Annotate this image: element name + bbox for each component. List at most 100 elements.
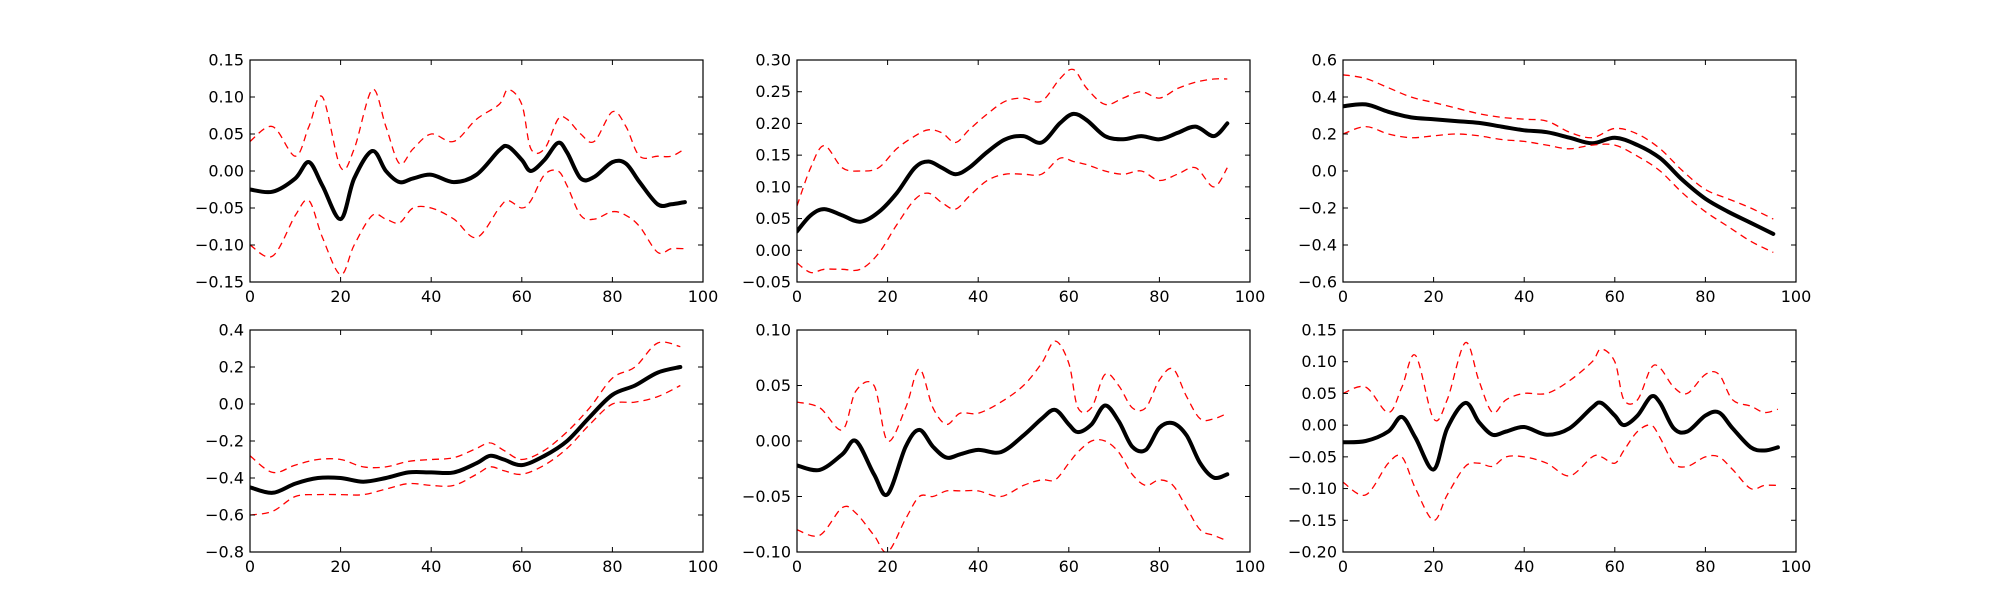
- x-tick-label: 40: [968, 557, 988, 576]
- upper-bound-line: [1343, 342, 1779, 422]
- x-tick-label: 20: [877, 557, 897, 576]
- x-tick-label: 0: [1338, 287, 1348, 306]
- x-tick-label: 20: [1423, 557, 1443, 576]
- upper-bound-line: [797, 68, 1228, 207]
- y-tick-label: −0.6: [205, 506, 244, 525]
- x-tick-label: 0: [245, 557, 255, 576]
- mean-line: [250, 365, 683, 495]
- x-tick-label: 0: [245, 287, 255, 306]
- y-tick-label: 0.4: [1312, 88, 1337, 107]
- chart-panel-2: 0 20 40 60 80 100 −0.05 0.00 0.05 0.10 0.15 0.20 0.2…: [742, 51, 1265, 307]
- y-tick-label: −0.2: [1298, 199, 1337, 218]
- x-tick-label: 60: [1605, 557, 1625, 576]
- y-tick-label: 0.05: [1301, 384, 1337, 403]
- x-tick-label: 60: [512, 557, 532, 576]
- y-tick-label: 0.00: [755, 432, 791, 451]
- upper-bound-line: [250, 88, 686, 171]
- plot-frame: [1342, 59, 1797, 283]
- y-tick-label: 0.2: [219, 358, 244, 377]
- x-tick-label: 80: [1149, 287, 1169, 306]
- x-tick-label: 80: [1149, 557, 1169, 576]
- chart-panel-3: 0 20 40 60 80 100 −0.6 −0.4 −0.2 0.0 0.2 0.4 0.6: [1298, 51, 1811, 307]
- lower-bound-line: [797, 438, 1228, 552]
- y-tick-label: −0.10: [1288, 479, 1337, 498]
- y-tick-label: −0.4: [205, 469, 244, 488]
- chart-panel-6: 0 20 40 60 80 100 −0.20 −0.15 −0.10 −0.05 0.00 0.05…: [1288, 321, 1811, 577]
- upper-bound-line: [250, 341, 681, 474]
- x-tick-label: 40: [1514, 557, 1534, 576]
- y-tick-label: 0.05: [755, 209, 791, 228]
- y-tick-label: −0.6: [1298, 273, 1337, 292]
- y-tick-label: −0.05: [1288, 447, 1337, 466]
- x-tick-label: 40: [421, 287, 441, 306]
- x-tick-label: 80: [1695, 557, 1715, 576]
- plot-frame: [796, 59, 1251, 283]
- x-tick-label: 100: [1235, 557, 1266, 576]
- y-tick-label: 0.00: [755, 241, 791, 260]
- y-tick-label: 0.05: [208, 125, 244, 144]
- chart-panel-1: 0 20 40 60 80 100 −0.15 −0.10 −0.05 0.00 0.05 0.10 0…: [195, 51, 718, 307]
- plot-frame: [1342, 329, 1797, 553]
- y-tick-label: 0.20: [755, 114, 791, 133]
- y-tick-label: −0.05: [195, 199, 244, 218]
- y-tick-label: 0.10: [208, 88, 244, 107]
- x-tick-label: 60: [1605, 287, 1625, 306]
- y-tick-label: 0.30: [755, 51, 791, 70]
- x-tick-label: 0: [792, 287, 802, 306]
- y-tick-label: −0.10: [195, 236, 244, 255]
- mean-line: [1343, 393, 1780, 472]
- y-tick-label: 0.15: [755, 146, 791, 165]
- x-tick-label: 20: [330, 557, 350, 576]
- y-tick-label: −0.05: [742, 487, 791, 506]
- x-tick-label: 20: [877, 287, 897, 306]
- x-tick-label: 80: [602, 557, 622, 576]
- mean-line: [1343, 102, 1776, 236]
- y-tick-label: −0.10: [742, 543, 791, 562]
- y-tick-label: −0.15: [1288, 511, 1337, 530]
- y-tick-label: 0.0: [219, 395, 244, 414]
- y-tick-label: 0.6: [1312, 51, 1337, 70]
- x-tick-label: 100: [1781, 557, 1812, 576]
- x-tick-label: 100: [688, 287, 719, 306]
- x-tick-label: 100: [1235, 287, 1266, 306]
- x-tick-label: 0: [1338, 557, 1348, 576]
- y-tick-label: 0.2: [1312, 125, 1337, 144]
- y-tick-label: 0.00: [1301, 416, 1337, 435]
- x-tick-label: 80: [1695, 287, 1715, 306]
- x-tick-label: 40: [421, 557, 441, 576]
- lower-bound-line: [797, 157, 1228, 274]
- upper-bound-line: [1343, 74, 1774, 220]
- plot-frame: [249, 329, 704, 553]
- x-tick-label: 20: [1423, 287, 1443, 306]
- lower-bound-line: [250, 169, 685, 276]
- mean-line: [797, 403, 1230, 498]
- x-tick-label: 80: [602, 287, 622, 306]
- lower-bound-line: [1343, 125, 1774, 253]
- lower-bound-line: [250, 384, 681, 516]
- y-tick-label: 0.25: [755, 82, 791, 101]
- x-tick-label: 40: [1514, 287, 1534, 306]
- y-tick-label: 0.15: [208, 51, 244, 70]
- y-tick-label: 0.10: [755, 321, 791, 340]
- series-group: [797, 68, 1230, 274]
- x-tick-label: 60: [1059, 557, 1079, 576]
- y-tick-label: −0.15: [195, 273, 244, 292]
- plot-frame: [796, 329, 1251, 553]
- y-tick-label: 0.10: [755, 177, 791, 196]
- plot-frame: [249, 59, 704, 283]
- y-tick-label: 0.15: [1301, 321, 1337, 340]
- y-tick-label: −0.05: [742, 273, 791, 292]
- y-tick-label: 0.10: [1301, 352, 1337, 371]
- x-tick-label: 20: [330, 287, 350, 306]
- y-tick-label: 0.00: [208, 162, 244, 181]
- y-tick-label: 0.4: [219, 321, 244, 340]
- y-tick-label: −0.4: [1298, 236, 1337, 255]
- mean-line: [250, 140, 687, 222]
- series-group: [797, 340, 1230, 552]
- x-tick-label: 100: [688, 557, 719, 576]
- y-tick-label: 0.05: [755, 376, 791, 395]
- chart-panel-4: 0 20 40 60 80 100 −0.8 −0.6 −0.4 −0.2 0.0 0.2 0.4: [205, 321, 718, 577]
- series-group: [250, 88, 687, 276]
- series-group: [1343, 342, 1780, 521]
